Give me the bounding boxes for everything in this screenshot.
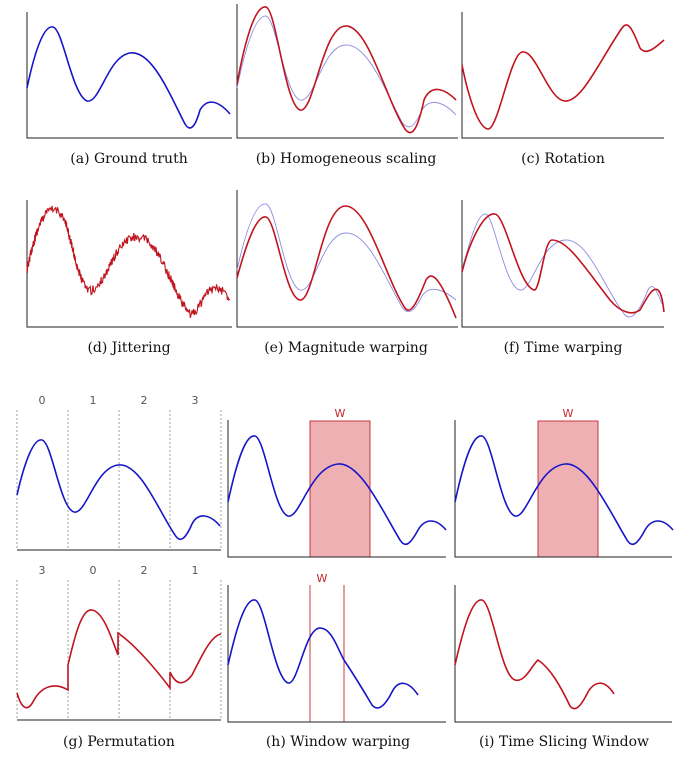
axes bbox=[461, 200, 664, 328]
panel-homogeneous-scaling: (b) Homogeneous scaling bbox=[236, 4, 458, 167]
permuted-curve bbox=[16, 609, 222, 709]
axes bbox=[236, 4, 458, 139]
segment-label: 0 bbox=[90, 564, 97, 577]
caption-e: (e) Magnitude warping bbox=[264, 340, 428, 356]
panel-ground-truth: (a) Ground truth bbox=[26, 12, 232, 167]
window-label: W bbox=[335, 407, 346, 420]
original-curve bbox=[227, 435, 447, 546]
caption-b: (b) Homogeneous scaling bbox=[256, 151, 437, 167]
scaled-curve bbox=[236, 6, 457, 134]
panel-magnitude-warping: (e) Magnitude warping bbox=[236, 190, 458, 356]
original-curve bbox=[454, 435, 674, 546]
segment-label: 2 bbox=[141, 564, 148, 577]
window-warping-result: W bbox=[227, 572, 446, 723]
jittered-curve bbox=[26, 205, 231, 318]
segment-label: 1 bbox=[192, 564, 199, 577]
axes bbox=[461, 12, 664, 139]
permutation-result: 3 0 2 1 bbox=[16, 564, 222, 721]
window-highlight bbox=[537, 420, 599, 558]
caption-f: (f) Time warping bbox=[504, 340, 623, 356]
original-curve-ghost bbox=[461, 213, 663, 318]
axes bbox=[227, 420, 446, 558]
original-curve-ghost bbox=[236, 203, 457, 313]
caption-g: (g) Permutation bbox=[63, 734, 175, 750]
axes bbox=[26, 200, 232, 328]
window-label: W bbox=[563, 407, 574, 420]
original-curve bbox=[16, 439, 221, 541]
caption-i: (i) Time Slicing Window bbox=[479, 734, 649, 750]
time-warped-curve bbox=[461, 213, 665, 314]
segment-label: 1 bbox=[90, 394, 97, 407]
rotated-curve bbox=[461, 24, 665, 130]
segment-label: 3 bbox=[39, 564, 46, 577]
warped-curve bbox=[227, 599, 419, 709]
panel-time-warping: (f) Time warping bbox=[461, 200, 665, 356]
original-curve-ghost bbox=[236, 15, 457, 128]
window-label: W bbox=[317, 572, 328, 585]
segment-label: 0 bbox=[39, 394, 46, 407]
segment-dividers bbox=[16, 580, 222, 720]
axes bbox=[454, 585, 672, 723]
permutation-original: 0 1 2 3 bbox=[16, 394, 222, 551]
caption-c: (c) Rotation bbox=[521, 151, 605, 167]
panel-rotation: (c) Rotation bbox=[461, 12, 665, 167]
slicing-original: W bbox=[454, 407, 674, 558]
axes bbox=[26, 12, 232, 139]
window-highlight bbox=[309, 420, 371, 558]
axes bbox=[454, 420, 672, 558]
segment-label: 2 bbox=[141, 394, 148, 407]
panel-window-warping: W W (h) Window warping bbox=[227, 407, 447, 750]
panel-permutation: 0 1 2 3 3 0 2 1 bbox=[16, 394, 222, 750]
panel-jittering: (d) Jittering bbox=[26, 200, 232, 356]
caption-a: (a) Ground truth bbox=[70, 151, 187, 167]
magnitude-warped-curve bbox=[236, 205, 457, 319]
panel-time-slicing-window: W (i) Time Slicing Window bbox=[454, 407, 674, 750]
caption-h: (h) Window warping bbox=[266, 734, 410, 750]
ground-truth-curve bbox=[26, 26, 231, 129]
window-warping-original: W bbox=[227, 407, 447, 558]
caption-d: (d) Jittering bbox=[87, 340, 170, 356]
segment-label: 3 bbox=[192, 394, 199, 407]
axes bbox=[227, 585, 446, 723]
slicing-result bbox=[454, 585, 672, 723]
axes bbox=[236, 190, 458, 328]
sliced-curve bbox=[454, 599, 615, 710]
